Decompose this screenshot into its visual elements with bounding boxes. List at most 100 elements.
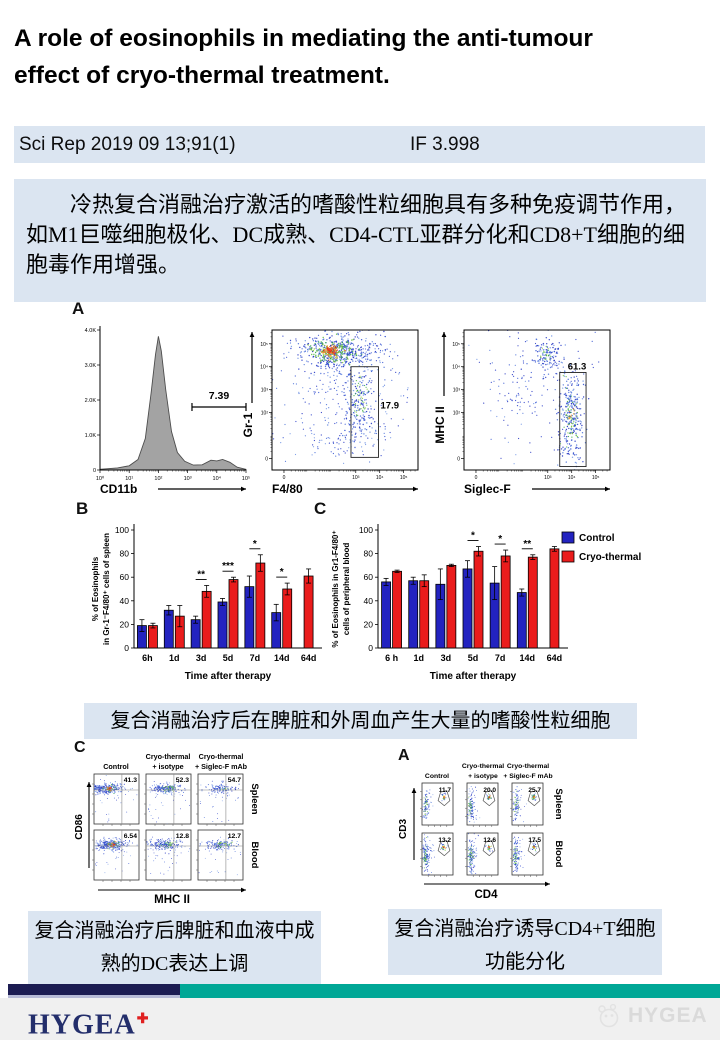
panel-label-c: C [314,499,327,518]
footer-bar-navy [8,984,180,995]
svg-text:MHC II: MHC II [433,406,447,443]
svg-text:80: 80 [364,549,374,559]
svg-text:20.0: 20.0 [483,787,496,794]
svg-text:1.0K: 1.0K [85,433,97,439]
brand-text: HYGEA [28,1009,136,1040]
svg-text:Spleen: Spleen [249,783,260,814]
svg-text:10⁵: 10⁵ [452,342,460,348]
svg-text:*: * [471,531,475,542]
svg-text:2.0K: 2.0K [85,398,97,404]
svg-text:10³: 10³ [261,388,269,394]
cd4-t-flow-grid: Control Cryo-thermal + isotype Cryo-thermal… [398,763,564,901]
svg-text:40: 40 [120,596,130,606]
svg-text:**: ** [197,569,205,580]
footer-bar-lavender [8,995,180,998]
svg-text:64d: 64d [301,653,317,663]
svg-text:0: 0 [265,457,268,463]
caption-bottom-right: 复合消融治疗诱导CD4+T细胞功能分化 [388,909,662,975]
svg-text:Spleen: Spleen [553,788,564,819]
svg-text:Gr-1: Gr-1 [241,412,255,437]
svg-text:0: 0 [124,643,129,653]
svg-text:+ isotype: + isotype [152,762,183,771]
svg-text:Control: Control [425,773,449,780]
svg-text:Time after therapy: Time after therapy [430,671,517,682]
svg-text:40: 40 [364,596,374,606]
svg-text:10⁵: 10⁵ [260,342,268,348]
svg-text:60: 60 [364,572,374,582]
svg-text:% of Eosinophils: % of Eosinophils [91,556,100,621]
svg-text:60: 60 [120,572,130,582]
svg-text:*: * [498,534,502,545]
svg-text:5d: 5d [468,653,479,663]
svg-text:10⁴: 10⁴ [260,365,268,371]
svg-text:7d: 7d [250,653,261,663]
panel-label-b: B [76,499,89,518]
impact-factor: IF 3.998 [410,134,480,155]
svg-text:+ Siglec-F mAb: + Siglec-F mAb [503,773,552,780]
panel-label-a: A [72,299,85,318]
svg-text:Cryo-thermal: Cryo-thermal [462,763,504,770]
mhc2-siglecf-scatter-plot: 61.3 0 10³ 10⁴ 10⁵ 0 10² 10³ 10⁴ 10⁵ Siglec-F MHC I… [433,329,611,496]
svg-text:100: 100 [359,525,373,535]
svg-text:41.3: 41.3 [124,777,137,784]
svg-text:54.7: 54.7 [228,777,241,784]
svg-text:20: 20 [364,619,374,629]
svg-text:3d: 3d [196,653,207,663]
svg-text:cells of peripheral blood: cells of peripheral blood [342,543,351,636]
blood-eosinophil-bar-chart: 0 20 40 60 80 100 6 h 1d 3d 5d * 7d * 14d ** 64d Time af… [331,524,641,682]
svg-text:6h: 6h [142,653,153,663]
svg-text:*: * [280,567,284,578]
svg-text:in Gr-1⁻F4/80⁺ cells of spleen: in Gr-1⁻F4/80⁺ cells of spleen [102,533,111,645]
svg-text:Cryo-thermal: Cryo-thermal [579,552,641,563]
svg-text:Control: Control [579,533,615,544]
svg-text:12.8: 12.8 [176,833,189,840]
hygea-logo: HYGEA✚ [28,1003,149,1040]
svg-text:3.0K: 3.0K [85,363,97,369]
svg-text:14d: 14d [520,653,536,663]
panel-label-a2: A [398,747,410,764]
svg-text:10¹: 10¹ [125,476,133,482]
svg-text:17.9: 17.9 [381,401,400,412]
watermark-panda-icon [598,1003,619,1028]
svg-text:10³: 10³ [453,388,461,394]
svg-text:100: 100 [115,525,129,535]
svg-text:0: 0 [368,643,373,653]
cd11b-histogram-plot: 0 1.0K 2.0K 3.0K 4.0K 10⁰ 10¹ 10² 10³ 10⁴ 10⁵ 7.39 C… [85,326,250,496]
svg-text:10²: 10² [154,476,162,482]
abstract-box: 冷热复合消融治疗激活的嗜酸性粒细胞具有多种免疫调节作用，如M1巨噬细胞极化、DC… [14,179,706,302]
svg-text:80: 80 [120,549,130,559]
caption-mid: 复合消融治疗后在脾脏和外周血产生大量的嗜酸性粒细胞 [84,703,637,739]
svg-text:20: 20 [120,619,130,629]
page-title: A role of eosinophils in mediating the a… [14,20,709,94]
svg-text:MHC II: MHC II [154,894,190,906]
svg-text:64d: 64d [547,653,563,663]
svg-text:Blood: Blood [249,842,260,869]
svg-text:10⁴: 10⁴ [376,475,384,481]
svg-text:6 h: 6 h [385,653,398,663]
svg-text:1d: 1d [413,653,424,663]
svg-text:10⁰: 10⁰ [96,475,105,482]
svg-text:F4/80: F4/80 [272,482,303,496]
svg-text:***: *** [222,561,234,572]
spleen-eosinophil-bar-chart: 0 20 40 60 80 100 6h 1d 3d ** 5d *** 7d * 14d * 64d Time … [91,524,322,682]
svg-text:7.39: 7.39 [209,390,230,402]
svg-text:0: 0 [283,475,286,481]
svg-text:Time after therapy: Time after therapy [185,671,272,682]
svg-text:52.3: 52.3 [176,777,189,784]
caption-bottom-left: 复合消融治疗后脾脏和血液中成熟的DC表达上调 [28,911,321,985]
footer-bar-teal [180,984,720,998]
svg-text:1d: 1d [169,653,180,663]
svg-text:% of Eosinophils in Gr1-F4/80⁺: % of Eosinophils in Gr1-F4/80⁺ [331,530,340,647]
svg-text:10³: 10³ [352,475,360,481]
svg-text:Control: Control [103,762,129,771]
svg-text:10³: 10³ [544,475,552,481]
svg-text:Cryo-thermal: Cryo-thermal [507,763,549,770]
brand-plus-icon: ✚ [136,1010,150,1026]
svg-text:10⁴: 10⁴ [452,365,460,371]
svg-text:14d: 14d [274,653,290,663]
watermark: HYGEA [596,1002,708,1030]
publication-bar: Sci Rep 2019 09 13;91(1) IF 3.998 [14,126,705,163]
gr1-f480-scatter-plot: 17.9 0 10³ 10⁴ 10⁵ 0 10² 10³ 10⁴ 10⁵ F4/80 Gr-1 [241,329,419,496]
svg-text:10⁴: 10⁴ [568,475,576,481]
svg-text:CD86: CD86 [74,814,85,840]
